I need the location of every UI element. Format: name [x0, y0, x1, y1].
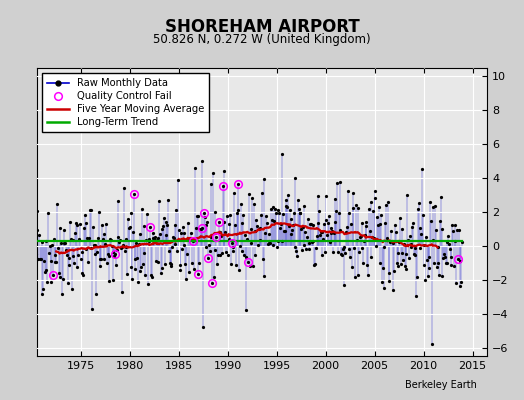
Legend: Raw Monthly Data, Quality Control Fail, Five Year Moving Average, Long-Term Tren: Raw Monthly Data, Quality Control Fail, …: [42, 73, 209, 132]
Text: 50.826 N, 0.272 W (United Kingdom): 50.826 N, 0.272 W (United Kingdom): [153, 33, 371, 46]
Text: Berkeley Earth: Berkeley Earth: [405, 380, 477, 390]
Text: SHOREHAM AIRPORT: SHOREHAM AIRPORT: [165, 18, 359, 36]
